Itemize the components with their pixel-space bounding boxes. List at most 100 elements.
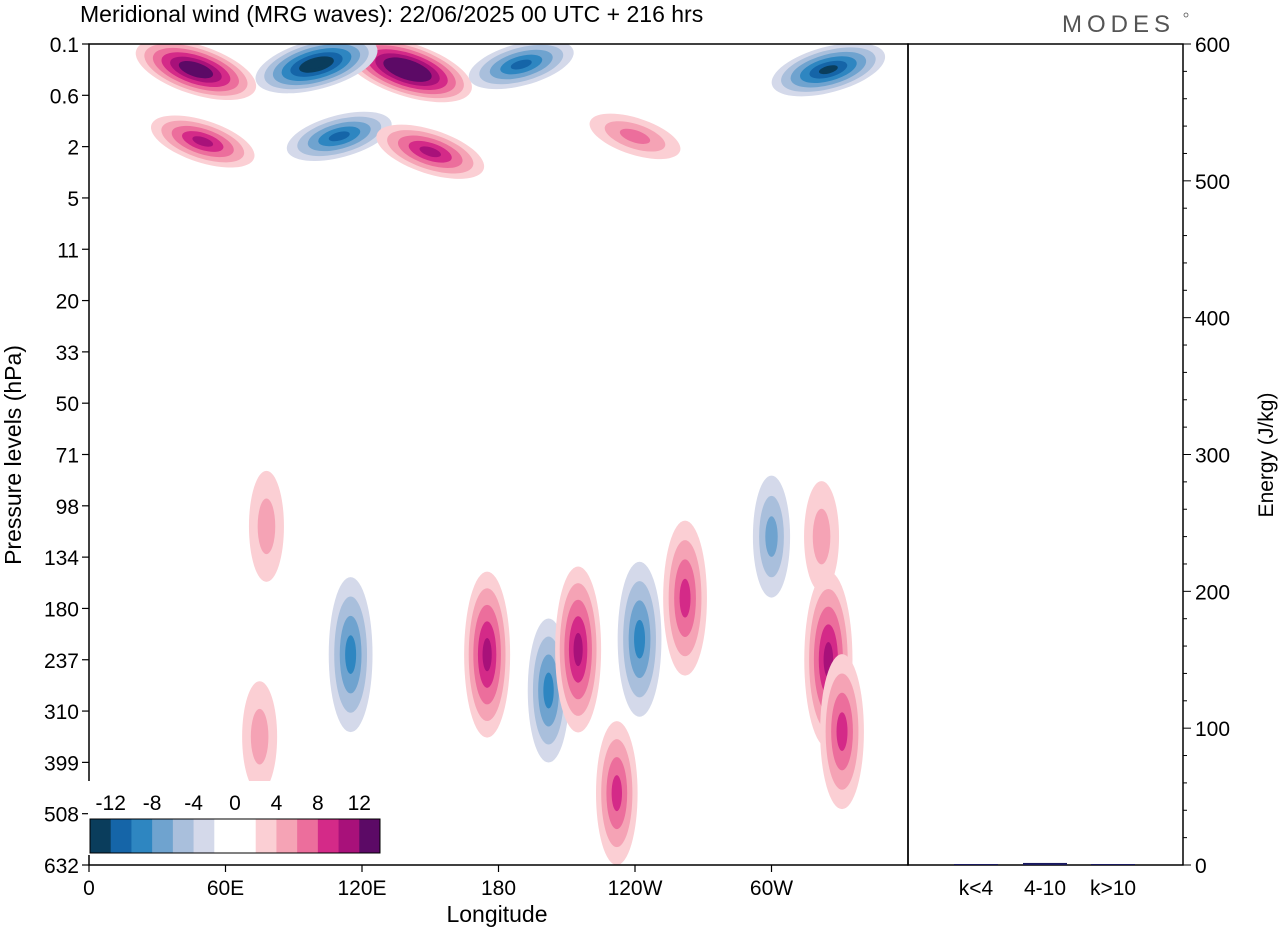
wind-anomaly-positive (589, 113, 681, 160)
contour-band (307, 60, 326, 69)
wind-anomaly-positive (135, 44, 257, 101)
wind-anomaly-negative (752, 475, 791, 598)
energy-tick-label: 400 (1195, 308, 1230, 331)
contour-band (482, 638, 492, 672)
contour-band (619, 128, 651, 144)
wind-anomaly-negative (255, 44, 378, 94)
x-tick-label: 0 (83, 877, 95, 900)
wind-anomaly-positive (596, 721, 638, 865)
wind-anomaly-positive (150, 115, 255, 168)
energy-bars: k<4 4-10 k>10 (954, 862, 1136, 900)
y-tick-label: 33 (56, 342, 79, 365)
contour-band (812, 508, 831, 565)
energy-axis-label: Energy (J/kg) (1255, 393, 1278, 518)
colorbar-label: 4 (271, 792, 283, 815)
colorbar-swatch (297, 819, 319, 853)
energy-bar (1091, 864, 1135, 865)
wind-anomaly-positive (343, 44, 472, 103)
y-tick-label: 98 (56, 496, 79, 519)
y-tick-label: 310 (44, 701, 79, 724)
colorbar-swatch (255, 819, 277, 853)
colorbar-swatch (317, 819, 340, 853)
colorbar-swatch (359, 819, 381, 853)
contour-band (836, 712, 848, 751)
wind-anomaly-positive (376, 124, 485, 179)
contour-band (510, 59, 532, 70)
wind-anomaly-positive (555, 566, 602, 733)
energy-tick-label: 0 (1195, 855, 1207, 878)
y-tick-label: 180 (44, 598, 79, 621)
contour-band (250, 708, 269, 765)
colorbar-label: -12 (96, 792, 126, 815)
y-axis-label: Pressure levels (hPa) (0, 345, 26, 565)
energy-bar (954, 864, 998, 865)
contour-band (611, 775, 622, 812)
wind-anomaly-positive (804, 481, 840, 593)
wind-anomaly-negative (468, 44, 574, 90)
energy-tick-label: 200 (1195, 581, 1230, 604)
wind-anomaly-positive (820, 654, 864, 810)
contour-band (419, 146, 441, 158)
contour-band (634, 619, 646, 659)
y-tick-label: 632 (44, 855, 79, 878)
contour-band (818, 65, 838, 75)
x-tick-label: 180 (481, 877, 516, 900)
contour-band (257, 498, 276, 555)
contour-band (765, 516, 778, 557)
colorbar-label: 0 (229, 792, 241, 815)
y-tick-label: 11 (57, 239, 79, 262)
contour-band (192, 136, 214, 147)
colorbar: -12 -8 -4 0 4 8 12 (88, 781, 382, 855)
wind-anomaly-negative (328, 577, 373, 733)
chart-title: Meridional wind (MRG waves): 22/06/2025 … (80, 1, 703, 27)
x-tick-label: 60E (207, 877, 244, 900)
wind-anomaly-negative (286, 111, 392, 161)
contour-band (573, 632, 583, 667)
colorbar-swatch (152, 819, 174, 853)
colorbar-swatch (193, 819, 215, 853)
x-axis-label: Longitude (446, 901, 547, 927)
y-tick-label: 20 (56, 291, 79, 314)
colorbar-swatch (235, 819, 257, 853)
heatmap-frame (88, 43, 909, 866)
wind-anomaly-positive (464, 571, 511, 738)
energy-tick-label: 600 (1195, 34, 1230, 57)
contour-band (187, 65, 205, 74)
colorbar-swatch (90, 819, 112, 853)
energy-category-label: k<4 (959, 877, 994, 900)
y-tick-label: 2 (67, 137, 79, 160)
y-tick-label: 0.6 (50, 85, 79, 108)
longitude-axis: 0 60E 120E 180 120W 60W (83, 865, 793, 900)
y-tick-label: 508 (44, 804, 79, 827)
wind-anomaly-positive (663, 520, 707, 676)
energy-tick-label: 500 (1195, 171, 1230, 194)
x-tick-label: 60W (750, 877, 793, 900)
colorbar-swatch (131, 819, 153, 853)
logo-registered-mark (1183, 12, 1189, 18)
energy-tick-label: 300 (1195, 445, 1230, 468)
y-tick-label: 399 (44, 752, 79, 775)
energy-tick-label: 100 (1195, 718, 1230, 741)
wind-anomaly-negative (617, 561, 662, 717)
y-tick-label: 237 (44, 650, 79, 673)
modes-logo: MODES (1062, 11, 1175, 38)
colorbar-swatch (110, 819, 132, 853)
colorbar-label: -4 (184, 792, 203, 815)
colorbar-label: 8 (312, 792, 324, 815)
energy-category-label: 4-10 (1024, 877, 1066, 900)
contour-band (328, 131, 350, 142)
colorbar-swatch (214, 819, 236, 853)
contour-band (543, 672, 554, 709)
contour-band (399, 65, 416, 74)
y-tick-label: 71 (56, 445, 79, 468)
wind-field (135, 44, 886, 865)
wind-anomaly-negative (771, 44, 886, 97)
y-tick-label: 134 (44, 547, 79, 570)
x-tick-label: 120W (608, 877, 663, 900)
wind-anomaly-positive (248, 470, 284, 582)
colorbar-swatch (172, 819, 195, 853)
x-tick-label: 120E (337, 877, 386, 900)
colorbar-swatch (276, 819, 298, 853)
contour-band (679, 578, 691, 618)
